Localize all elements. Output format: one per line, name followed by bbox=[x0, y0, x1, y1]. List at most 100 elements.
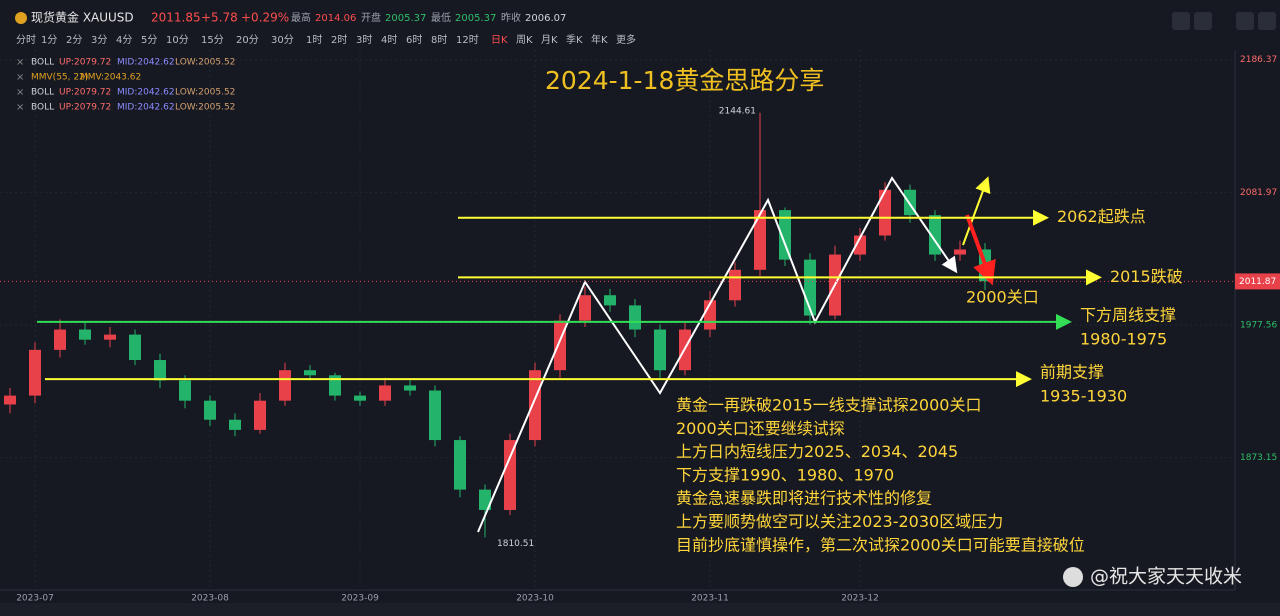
period-tab[interactable]: 10分 bbox=[166, 34, 189, 46]
period-tab[interactable]: 4分 bbox=[116, 34, 132, 46]
candle-body bbox=[279, 370, 291, 401]
candle-body bbox=[4, 395, 16, 405]
period-tab[interactable]: 周K bbox=[516, 34, 533, 46]
level-label: 1980-1975 bbox=[1080, 329, 1167, 348]
last-price-tag bbox=[1235, 273, 1280, 290]
indicator-value: MMV(55, 22) bbox=[31, 73, 88, 83]
period-tab[interactable]: 12时 bbox=[456, 34, 479, 46]
y-tick-label: 2186.37 bbox=[1240, 55, 1277, 65]
period-tab[interactable]: 1时 bbox=[306, 34, 322, 46]
indicator-close: × bbox=[16, 72, 24, 83]
period-tab[interactable]: 1分 bbox=[41, 34, 57, 46]
period-tab[interactable]: 日K bbox=[491, 35, 508, 46]
candle-body bbox=[879, 189, 891, 236]
candle-body bbox=[529, 370, 541, 441]
candle-body bbox=[79, 329, 91, 340]
candle-body bbox=[354, 395, 366, 401]
indicator-value: BOLL bbox=[31, 88, 54, 98]
period-tab[interactable]: 更多 bbox=[616, 33, 636, 46]
x-tick-label: 2023-10 bbox=[516, 594, 554, 604]
note-line: 上方日内短线压力2025、2034、2045 bbox=[676, 442, 958, 461]
candle-body bbox=[204, 400, 216, 420]
level-label: 前期支撑 bbox=[1040, 363, 1104, 382]
header-text: 开盘 bbox=[361, 11, 381, 24]
candle-body bbox=[104, 334, 116, 340]
annotation: 2000关口 bbox=[966, 288, 1039, 307]
period-tab[interactable]: 6时 bbox=[406, 34, 422, 46]
header-text: 2005.37 bbox=[385, 13, 426, 24]
y-tick-label: 1873.15 bbox=[1240, 453, 1277, 463]
candle-body bbox=[179, 380, 191, 401]
candle-body bbox=[754, 210, 766, 270]
header-text: 现货黄金 XAUUSD bbox=[31, 10, 134, 25]
header-text: 2014.06 bbox=[315, 13, 356, 24]
symbol-icon bbox=[15, 12, 27, 24]
trend-zigzag bbox=[477, 176, 958, 533]
tool-button[interactable] bbox=[1194, 12, 1212, 30]
note-line: 2000关口还要继续试探 bbox=[676, 419, 845, 438]
x-tick-label: 2023-08 bbox=[191, 594, 229, 604]
last-price-label: 2011.87 bbox=[1239, 277, 1276, 287]
x-tick-label: 2023-11 bbox=[691, 594, 729, 604]
candle-body bbox=[29, 349, 41, 396]
period-tab[interactable]: 5分 bbox=[141, 34, 157, 46]
watermark: @祝大家天天收米 bbox=[1090, 566, 1242, 588]
candle-body bbox=[654, 329, 666, 371]
note-line: 下方支撑1990、1980、1970 bbox=[676, 465, 894, 484]
period-tab[interactable]: 2时 bbox=[331, 34, 347, 46]
candle-body bbox=[954, 249, 966, 255]
candle-body bbox=[329, 375, 341, 396]
period-tab[interactable]: 季K bbox=[566, 34, 583, 46]
header-text: 2006.07 bbox=[525, 13, 566, 24]
level-label: 下方周线支撑 bbox=[1080, 305, 1176, 324]
indicator-value: UP:2079.72 bbox=[59, 88, 111, 98]
candle-body bbox=[129, 334, 141, 361]
period-tab[interactable]: 分时 bbox=[16, 34, 36, 46]
indicator-value: MID:2042.62 bbox=[117, 58, 175, 68]
period-tab[interactable]: 8时 bbox=[431, 34, 447, 46]
tool-button[interactable] bbox=[1258, 12, 1276, 30]
candle-body bbox=[729, 269, 741, 301]
period-tab[interactable]: 月K bbox=[541, 34, 558, 46]
y-tick-label: 1977.56 bbox=[1240, 321, 1277, 331]
indicator-value: LOW:2005.52 bbox=[175, 88, 235, 98]
level-label: 2015跌破 bbox=[1110, 267, 1183, 286]
level-label: 2062起跌点 bbox=[1057, 207, 1146, 226]
indicator-close: × bbox=[16, 87, 24, 98]
period-tab[interactable]: 20分 bbox=[236, 34, 259, 46]
period-tab[interactable]: 3时 bbox=[356, 34, 372, 46]
indicator-close: × bbox=[16, 102, 24, 113]
y-tick-label: 2081.97 bbox=[1240, 188, 1277, 198]
period-tab[interactable]: 4时 bbox=[381, 34, 397, 46]
indicator-value: LOW:2005.52 bbox=[175, 58, 235, 68]
period-tab[interactable]: 15分 bbox=[201, 34, 224, 46]
candle-body bbox=[229, 419, 241, 430]
x-tick-label: 2023-09 bbox=[341, 594, 379, 604]
header-text: 最低 bbox=[431, 11, 451, 24]
period-tab[interactable]: 2分 bbox=[66, 34, 82, 46]
header-text: 2005.37 bbox=[455, 13, 496, 24]
candle-body bbox=[854, 235, 866, 255]
header-text: 昨收 bbox=[501, 11, 521, 24]
candle-body bbox=[604, 295, 616, 306]
chart-title: 2024-1-18黄金思路分享 bbox=[545, 66, 824, 95]
period-tab[interactable]: 3分 bbox=[91, 34, 107, 46]
low-label: 1810.51 bbox=[497, 539, 534, 549]
candle-body bbox=[479, 489, 491, 510]
candle-body bbox=[379, 385, 391, 401]
header-text: +0.29% bbox=[241, 11, 289, 25]
tool-button[interactable] bbox=[1172, 12, 1190, 30]
up-arrow bbox=[962, 176, 991, 246]
candle-body bbox=[504, 440, 516, 510]
candle-body bbox=[629, 305, 641, 330]
period-tab[interactable]: 年K bbox=[591, 33, 608, 46]
note-line: 黄金一再跌破2015一线支撑试探2000关口 bbox=[676, 396, 981, 415]
note-line: 目前抄底谨慎操作，第二次试探2000关口可能要直接破位 bbox=[676, 535, 1085, 554]
high-label: 2144.61 bbox=[719, 106, 756, 116]
plot bbox=[0, 50, 1235, 590]
candle-body bbox=[429, 390, 441, 441]
period-tab[interactable]: 30分 bbox=[271, 34, 294, 46]
tool-button[interactable] bbox=[1236, 12, 1254, 30]
watermark-icon bbox=[1063, 567, 1083, 587]
